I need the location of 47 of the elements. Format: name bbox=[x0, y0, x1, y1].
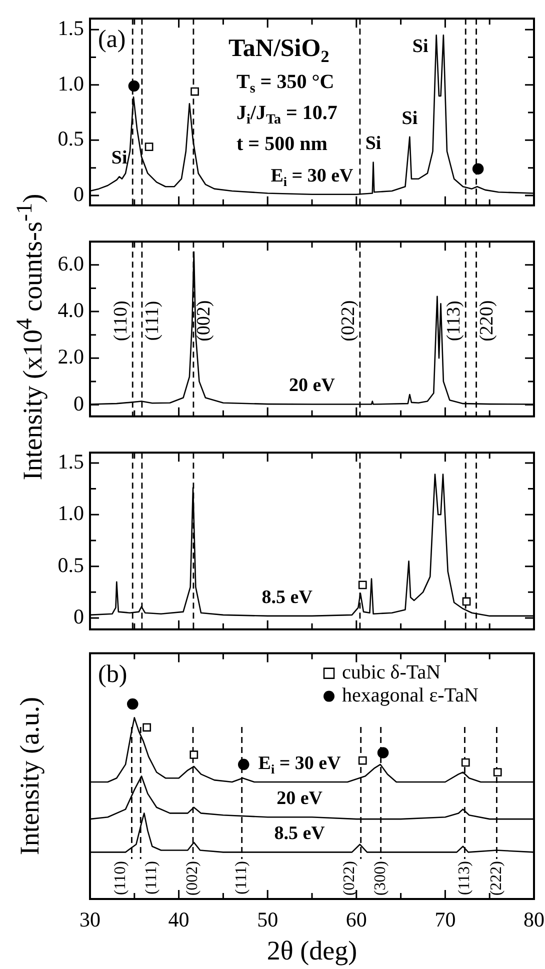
annotation: (111) bbox=[233, 861, 250, 894]
y-tick-label: 0.5 bbox=[58, 126, 84, 151]
y-tick-label: 1.5 bbox=[58, 16, 84, 40]
legend-label: hexagonal ε-TaN bbox=[342, 684, 478, 707]
annotation: (110) bbox=[110, 300, 132, 342]
annotation: 20 eV bbox=[276, 788, 323, 810]
annotation: (220) bbox=[476, 300, 498, 342]
annotation: Si bbox=[412, 36, 428, 58]
annotation: (022) bbox=[338, 300, 359, 342]
annotation: 8.5 eV bbox=[262, 586, 313, 608]
x-tick-label: 60 bbox=[346, 908, 367, 932]
y-tick-label: 0 bbox=[74, 604, 84, 629]
y-tick-label: 4.0 bbox=[58, 298, 84, 322]
y-axis-title: Intensity (a.u.) bbox=[14, 697, 44, 856]
y-tick-label: 6.0 bbox=[58, 251, 84, 276]
y-tick-label: 0 bbox=[74, 182, 84, 206]
text: (b) bbox=[98, 660, 128, 688]
annotation: (002) bbox=[184, 861, 202, 896]
annotation: (111) bbox=[142, 861, 160, 894]
legend-label: cubic δ-TaN bbox=[342, 662, 441, 684]
y-tick-label: 0 bbox=[74, 391, 84, 416]
x-tick-label: 70 bbox=[434, 908, 456, 932]
x-tick-label: 30 bbox=[80, 908, 100, 932]
annotation: (300) bbox=[372, 861, 390, 896]
y-tick-label: 2.0 bbox=[58, 344, 84, 369]
annotation: (a) bbox=[98, 26, 126, 54]
annotation: (113) bbox=[444, 300, 465, 342]
annotation: (022) bbox=[341, 861, 358, 896]
annotation: t = 500 nm bbox=[236, 132, 328, 155]
y-tick-label: 1.5 bbox=[58, 449, 84, 474]
annotation: (113) bbox=[456, 861, 473, 896]
annotation: Si bbox=[111, 148, 128, 169]
annotation: Si bbox=[365, 133, 382, 154]
annotation: (002) bbox=[193, 300, 214, 342]
x-tick-label: 80 bbox=[524, 908, 544, 932]
annotation: (222) bbox=[488, 861, 505, 896]
annotation: (110) bbox=[112, 861, 129, 896]
y-tick-label: 0.5 bbox=[58, 552, 84, 577]
y-tick-label: 1.0 bbox=[58, 501, 84, 526]
x-tick-label: 50 bbox=[257, 908, 278, 932]
annotation: 20 eV bbox=[289, 375, 336, 396]
annotation: 8.5 eV bbox=[274, 823, 326, 844]
x-axis-title: 2θ (deg) bbox=[266, 936, 358, 966]
x-tick-label: 40 bbox=[168, 908, 190, 932]
annotation: Si bbox=[402, 108, 418, 129]
y-tick-label: 1.0 bbox=[58, 71, 84, 96]
annotation: (111) bbox=[142, 300, 163, 341]
